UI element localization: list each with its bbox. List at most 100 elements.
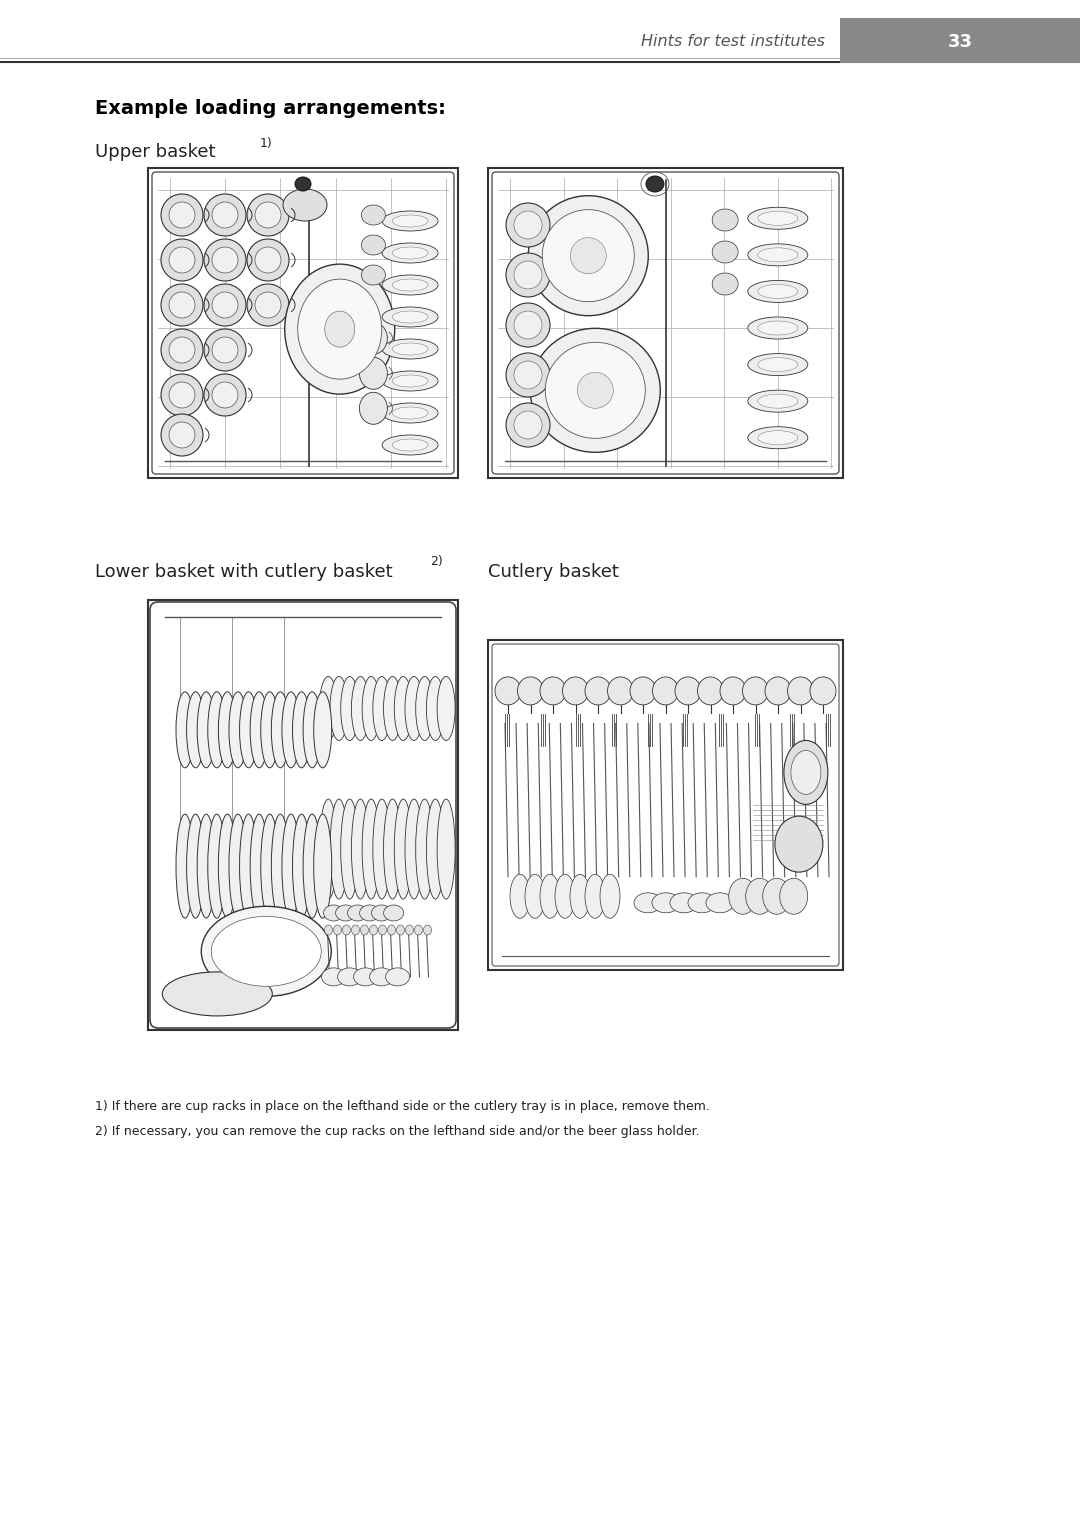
- Ellipse shape: [758, 211, 798, 225]
- Ellipse shape: [247, 239, 289, 281]
- Ellipse shape: [517, 677, 543, 705]
- Ellipse shape: [382, 404, 438, 424]
- Ellipse shape: [383, 905, 404, 920]
- Ellipse shape: [218, 691, 237, 768]
- Ellipse shape: [361, 925, 368, 936]
- Ellipse shape: [758, 321, 798, 335]
- Ellipse shape: [437, 800, 455, 899]
- Ellipse shape: [207, 813, 226, 917]
- Ellipse shape: [607, 677, 634, 705]
- Ellipse shape: [161, 329, 203, 372]
- Ellipse shape: [720, 677, 746, 705]
- Ellipse shape: [373, 800, 391, 899]
- Ellipse shape: [392, 375, 428, 387]
- Ellipse shape: [324, 905, 343, 920]
- Ellipse shape: [437, 676, 455, 740]
- Ellipse shape: [168, 248, 195, 274]
- Ellipse shape: [240, 691, 257, 768]
- Ellipse shape: [698, 677, 724, 705]
- Ellipse shape: [758, 284, 798, 298]
- Ellipse shape: [198, 813, 215, 917]
- Ellipse shape: [330, 800, 348, 899]
- Ellipse shape: [168, 292, 195, 318]
- Ellipse shape: [747, 208, 808, 229]
- Ellipse shape: [563, 677, 589, 705]
- Ellipse shape: [322, 968, 346, 986]
- Ellipse shape: [495, 677, 521, 705]
- Ellipse shape: [336, 905, 355, 920]
- Bar: [840, 18, 1080, 63]
- Ellipse shape: [670, 893, 698, 913]
- Ellipse shape: [161, 284, 203, 326]
- Ellipse shape: [251, 691, 268, 768]
- Ellipse shape: [774, 816, 823, 872]
- Ellipse shape: [747, 390, 808, 413]
- Ellipse shape: [392, 407, 428, 419]
- Ellipse shape: [212, 336, 238, 362]
- Text: 1): 1): [260, 136, 273, 150]
- Bar: [148, 168, 458, 479]
- Ellipse shape: [652, 677, 678, 705]
- Ellipse shape: [247, 194, 289, 235]
- Ellipse shape: [688, 893, 716, 913]
- Ellipse shape: [388, 925, 395, 936]
- Ellipse shape: [747, 243, 808, 266]
- Ellipse shape: [386, 968, 409, 986]
- Ellipse shape: [743, 677, 769, 705]
- Ellipse shape: [382, 243, 438, 263]
- Ellipse shape: [176, 813, 194, 917]
- Ellipse shape: [161, 239, 203, 281]
- Ellipse shape: [530, 329, 660, 453]
- Ellipse shape: [373, 676, 391, 740]
- Ellipse shape: [383, 800, 402, 899]
- Ellipse shape: [706, 893, 734, 913]
- Ellipse shape: [342, 925, 351, 936]
- Ellipse shape: [161, 414, 203, 456]
- Ellipse shape: [528, 196, 648, 315]
- Ellipse shape: [578, 373, 613, 408]
- Ellipse shape: [514, 361, 542, 388]
- Ellipse shape: [675, 677, 701, 705]
- Ellipse shape: [382, 372, 438, 391]
- Ellipse shape: [229, 691, 247, 768]
- Ellipse shape: [810, 677, 836, 705]
- Ellipse shape: [507, 203, 550, 248]
- Ellipse shape: [416, 676, 434, 740]
- Ellipse shape: [187, 813, 204, 917]
- Text: 1) If there are cup racks in place on the lefthand side or the cutlery tray is i: 1) If there are cup racks in place on th…: [95, 1099, 710, 1113]
- Ellipse shape: [712, 274, 738, 295]
- Ellipse shape: [382, 211, 438, 231]
- Ellipse shape: [360, 393, 388, 425]
- Ellipse shape: [212, 382, 238, 408]
- Ellipse shape: [351, 925, 360, 936]
- Ellipse shape: [176, 691, 194, 768]
- Ellipse shape: [283, 190, 327, 222]
- Ellipse shape: [555, 875, 575, 919]
- Ellipse shape: [507, 353, 550, 398]
- Ellipse shape: [161, 375, 203, 416]
- Bar: [488, 168, 843, 479]
- Ellipse shape: [729, 878, 757, 914]
- Ellipse shape: [240, 813, 257, 917]
- Ellipse shape: [712, 209, 738, 231]
- Ellipse shape: [362, 235, 386, 255]
- Ellipse shape: [161, 194, 203, 235]
- Ellipse shape: [351, 676, 369, 740]
- Bar: [150, 602, 456, 1027]
- Bar: [490, 170, 841, 476]
- Ellipse shape: [212, 202, 238, 228]
- Ellipse shape: [652, 893, 680, 913]
- Text: Hints for test institutes: Hints for test institutes: [642, 35, 825, 49]
- Ellipse shape: [330, 676, 348, 740]
- Ellipse shape: [372, 905, 392, 920]
- Ellipse shape: [247, 284, 289, 326]
- Ellipse shape: [229, 813, 247, 917]
- Ellipse shape: [282, 691, 300, 768]
- Ellipse shape: [570, 875, 590, 919]
- Ellipse shape: [514, 310, 542, 339]
- Ellipse shape: [218, 813, 237, 917]
- Ellipse shape: [362, 205, 386, 225]
- Ellipse shape: [747, 353, 808, 376]
- Ellipse shape: [787, 677, 813, 705]
- Ellipse shape: [313, 813, 332, 917]
